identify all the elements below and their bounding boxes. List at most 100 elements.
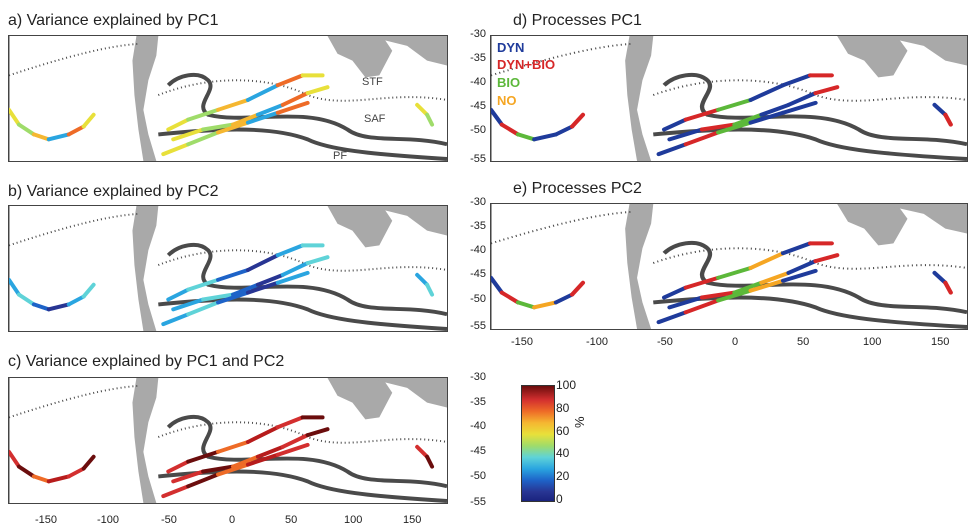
- lat-tick-e-55: -55: [470, 320, 486, 332]
- atlantic-track-1-seg: [683, 107, 721, 122]
- map-d-svg: [491, 36, 967, 161]
- pacific-track-seg: [16, 292, 36, 307]
- atlantic-track-2-seg: [699, 122, 737, 132]
- map-a-svg: [9, 36, 447, 161]
- atlantic-track-2-seg: [255, 102, 285, 117]
- atlantic-track-1-seg: [275, 243, 305, 258]
- indian-track-seg: [425, 112, 435, 127]
- atlantic-track-2-seg: [667, 127, 705, 142]
- map-c-svg: [9, 378, 447, 503]
- stf-front-east: [652, 247, 967, 270]
- madagascar-australia-land: [367, 378, 447, 408]
- atlantic-track-1-seg: [661, 285, 688, 300]
- atlantic-track-2-seg: [305, 427, 330, 438]
- atlantic-track-1-seg: [186, 277, 221, 292]
- lon-tick-c-150: -150: [35, 514, 58, 526]
- atlantic-track-3-seg: [748, 278, 786, 293]
- lon-tick-e-0: 0: [732, 336, 739, 348]
- pf-front: [158, 469, 447, 503]
- pacific-track-seg: [31, 132, 51, 142]
- atlantic-track-3-seg: [275, 442, 310, 457]
- madagascar-australia-land: [367, 36, 447, 66]
- atlantic-track-3-seg: [716, 288, 753, 303]
- cbar-tick-100: 100: [556, 378, 577, 392]
- pacific-track-seg: [81, 282, 96, 299]
- atlantic-track-3-seg: [716, 120, 753, 135]
- lat-tick-e-30: -30: [470, 196, 486, 208]
- atlantic-track-3-seg: [216, 290, 250, 305]
- pacific-track-seg: [46, 474, 71, 484]
- madagascar-australia-land: [880, 204, 967, 234]
- stf-front-west: [9, 384, 139, 419]
- atlantic-track-2-seg: [813, 85, 840, 96]
- legend-dyn-bio: DYN+BIO: [497, 57, 556, 72]
- south-america-land: [132, 378, 159, 503]
- lat-tick-d-40: -40: [470, 76, 486, 88]
- lon-tick-e-100p: 100: [863, 336, 882, 348]
- indian-track-seg: [425, 454, 435, 469]
- lat-tick-d-50: -50: [470, 124, 486, 136]
- atlantic-track-3-seg: [216, 462, 250, 477]
- atlantic-track-3-seg: [161, 142, 191, 157]
- atlantic-track-1-seg: [245, 425, 280, 444]
- atlantic-track-1-seg: [245, 253, 280, 272]
- south-america-land: [625, 36, 654, 161]
- atlantic-track-3-seg: [245, 280, 280, 295]
- saf-front: [166, 72, 447, 147]
- atlantic-track-2-seg: [667, 295, 705, 310]
- atlantic-track-1-seg: [780, 73, 813, 88]
- saf-front: [662, 72, 967, 147]
- atlantic-track-3-seg: [186, 472, 221, 489]
- lon-tick-c-50p: 50: [285, 514, 298, 526]
- atlantic-track-3-seg: [245, 110, 280, 125]
- pacific-track-seg: [9, 107, 21, 127]
- cbar-tick-60: 60: [556, 424, 570, 438]
- legend-no: NO: [497, 93, 517, 108]
- pf-front: [158, 297, 447, 331]
- pacific-track-seg: [499, 122, 521, 137]
- africa-land: [327, 206, 393, 248]
- atlantic-track-1-seg: [683, 275, 721, 290]
- pacific-track-seg: [9, 449, 21, 469]
- atlantic-track-2-seg: [201, 464, 235, 474]
- lat-tick-c-35: -35: [470, 396, 486, 408]
- pacific-track-seg: [66, 124, 86, 137]
- atlantic-track-1-seg: [166, 117, 191, 132]
- lon-tick-e-150: -150: [511, 336, 534, 348]
- colorbar: [521, 385, 555, 502]
- atlantic-track-3-seg: [780, 100, 818, 115]
- indian-track-seg: [932, 270, 948, 285]
- atlantic-track-2-seg: [230, 112, 260, 127]
- atlantic-track-2-seg: [201, 292, 235, 302]
- panel-c-title: c) Variance explained by PC1 and PC2: [8, 353, 285, 370]
- atlantic-track-2-seg: [171, 127, 206, 142]
- lon-tick-e-150p: 150: [931, 336, 950, 348]
- pacific-track-seg: [491, 107, 504, 127]
- stf-front-east: [157, 79, 447, 102]
- lat-tick-c-45: -45: [470, 445, 486, 457]
- lon-tick-c-0: 0: [229, 514, 236, 526]
- indian-track-seg: [415, 272, 430, 287]
- map-panel-a: [8, 35, 448, 162]
- africa-land: [837, 36, 908, 78]
- atlantic-track-2-seg: [305, 255, 330, 266]
- map-b-svg: [9, 206, 447, 331]
- africa-land: [327, 378, 393, 420]
- atlantic-track-3-seg: [683, 130, 721, 147]
- atlantic-track-1-seg: [661, 117, 688, 132]
- south-america-land: [132, 36, 159, 161]
- atlantic-track-1-seg: [275, 415, 305, 430]
- pf-front: [653, 295, 967, 329]
- atlantic-track-1-seg: [216, 98, 250, 112]
- pacific-track-seg: [553, 124, 575, 137]
- atlantic-track-2-seg: [255, 444, 285, 459]
- atlantic-track-3-seg: [216, 120, 250, 135]
- pacific-track-seg: [569, 112, 586, 129]
- atlantic-track-2-seg: [786, 91, 818, 107]
- pacific-track-seg: [532, 300, 559, 310]
- lat-tick-e-40: -40: [470, 244, 486, 256]
- lon-tick-c-100p: 100: [344, 514, 363, 526]
- atlantic-track-1-seg: [748, 251, 786, 270]
- atlantic-track-1-seg: [186, 449, 221, 464]
- africa-land: [327, 36, 393, 78]
